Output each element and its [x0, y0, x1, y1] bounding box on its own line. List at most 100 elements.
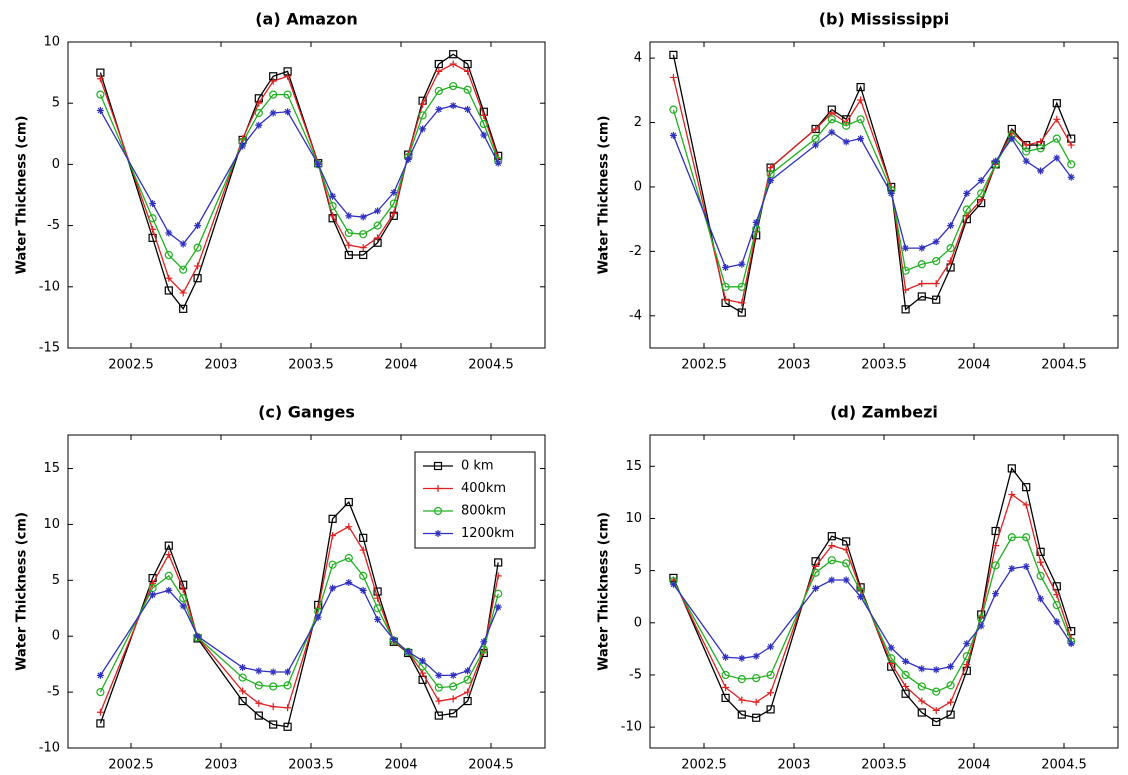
- marker: [857, 593, 865, 601]
- marker-shape: [449, 81, 458, 91]
- marker: [1022, 533, 1031, 542]
- marker: [239, 142, 247, 150]
- x-tick-label: 2004: [384, 758, 417, 773]
- legend-label: 0 km: [461, 459, 494, 474]
- marker-shape: [811, 568, 820, 577]
- marker: [992, 157, 1000, 165]
- marker-shape: [435, 530, 441, 537]
- marker: [435, 671, 443, 679]
- marker-shape: [283, 681, 292, 690]
- marker: [494, 572, 502, 580]
- marker-shape: [434, 59, 443, 69]
- marker-shape: [753, 653, 760, 660]
- marker: [767, 643, 775, 651]
- marker: [419, 100, 427, 108]
- marker-shape: [932, 295, 941, 304]
- marker-shape: [315, 614, 322, 621]
- marker-shape: [149, 200, 156, 207]
- legend-label: 1200km: [461, 526, 514, 541]
- marker: [419, 125, 427, 133]
- marker-shape: [856, 82, 865, 92]
- series-line: [99, 104, 499, 245]
- marker-shape: [1068, 640, 1075, 647]
- marker-shape: [194, 262, 202, 270]
- marker-shape: [918, 665, 925, 672]
- marker: [344, 497, 353, 507]
- marker: [1022, 501, 1030, 509]
- marker-shape: [449, 682, 458, 691]
- marker: [283, 722, 292, 731]
- marker-shape: [345, 212, 352, 219]
- marker: [96, 75, 104, 83]
- marker-shape: [463, 59, 472, 69]
- marker-shape: [180, 241, 187, 247]
- marker: [917, 708, 926, 717]
- marker-shape: [494, 558, 503, 567]
- x-tick-label: 2003: [777, 358, 810, 373]
- marker: [494, 159, 502, 167]
- marker-shape: [812, 125, 820, 133]
- marker-shape: [255, 667, 262, 674]
- marker-shape: [1068, 174, 1075, 181]
- marker-shape: [1022, 141, 1030, 149]
- marker-shape: [360, 587, 367, 594]
- marker: [738, 260, 746, 268]
- marker: [737, 675, 746, 684]
- marker-shape: [418, 111, 427, 120]
- marker-shape: [932, 687, 941, 696]
- marker: [284, 668, 292, 676]
- marker-shape: [812, 585, 819, 592]
- marker: [1053, 115, 1061, 123]
- series-line: [99, 63, 499, 295]
- marker: [449, 695, 457, 703]
- marker-shape: [669, 50, 678, 59]
- marker-shape: [752, 713, 761, 722]
- marker: [254, 711, 263, 720]
- marker-shape: [344, 497, 353, 507]
- marker: [917, 682, 926, 691]
- marker-shape: [1036, 144, 1045, 153]
- marker-shape: [374, 616, 381, 623]
- marker: [359, 586, 367, 594]
- marker-shape: [345, 523, 353, 531]
- marker-shape: [269, 90, 278, 99]
- marker-shape: [737, 308, 746, 317]
- marker-shape: [270, 669, 277, 675]
- marker: [435, 67, 443, 75]
- marker: [669, 105, 678, 114]
- marker-shape: [828, 129, 835, 136]
- x-tick-label: 2004: [957, 358, 990, 373]
- marker: [918, 665, 926, 673]
- marker: [1053, 154, 1061, 162]
- marker: [374, 207, 382, 215]
- series-line: [99, 581, 499, 676]
- marker: [269, 90, 278, 99]
- marker: [255, 121, 263, 129]
- marker-shape: [494, 572, 502, 580]
- marker-shape: [433, 461, 443, 471]
- marker-shape: [1036, 571, 1045, 580]
- marker-shape: [752, 673, 761, 683]
- marker: [164, 286, 173, 295]
- y-tick-label: -10: [39, 279, 60, 294]
- marker: [887, 644, 895, 652]
- marker-shape: [828, 542, 836, 550]
- marker: [179, 240, 187, 248]
- marker-shape: [149, 591, 156, 598]
- marker: [827, 556, 836, 565]
- marker: [345, 579, 353, 587]
- marker: [449, 709, 458, 718]
- marker-shape: [269, 720, 278, 729]
- marker-shape: [390, 636, 397, 643]
- series-line: [672, 493, 1072, 712]
- marker: [328, 560, 337, 569]
- marker: [766, 670, 775, 680]
- marker-shape: [962, 205, 971, 214]
- y-tick-label: -2: [629, 244, 642, 259]
- marker-shape: [1036, 547, 1045, 556]
- marker-shape: [164, 541, 173, 550]
- marker: [828, 576, 836, 584]
- panel-title: (a) Amazon: [255, 10, 358, 29]
- marker: [494, 558, 503, 567]
- marker-shape: [737, 282, 746, 291]
